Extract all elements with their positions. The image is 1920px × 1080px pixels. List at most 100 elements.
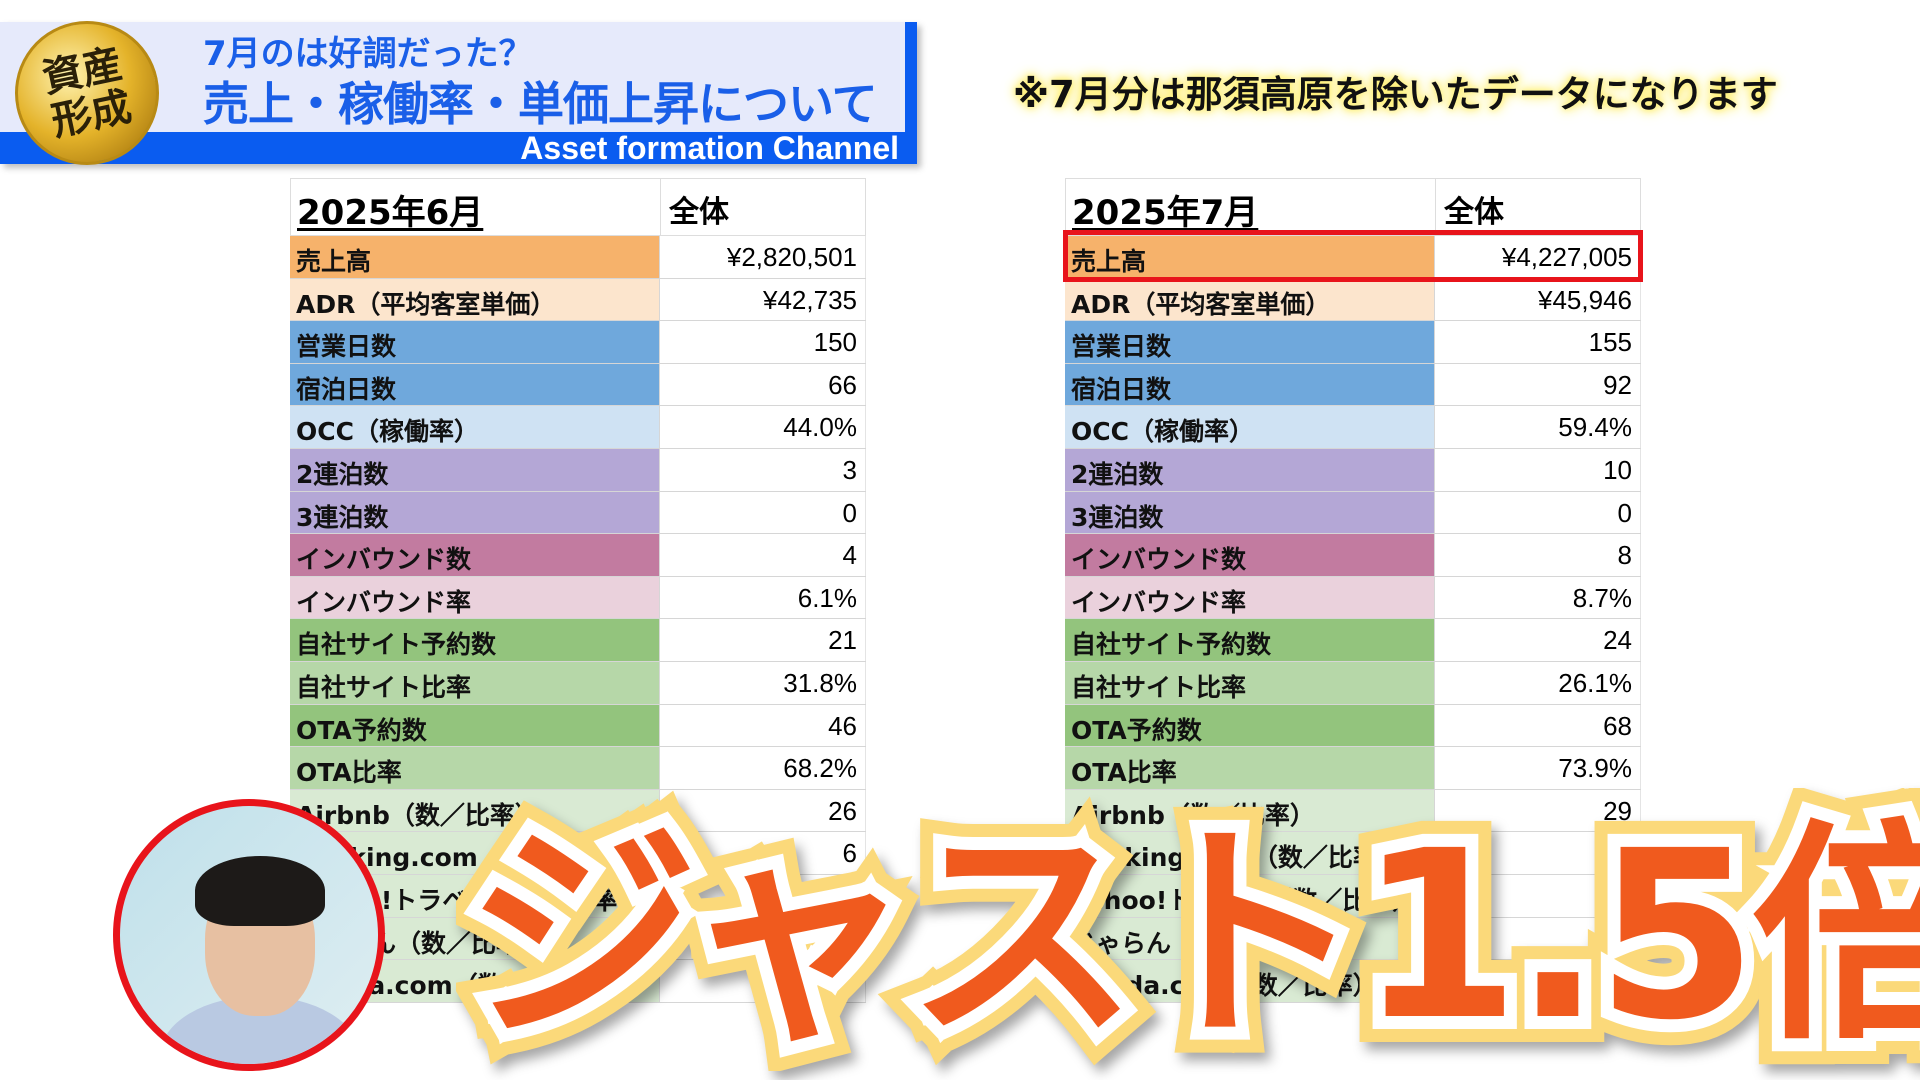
caption-outline-outer: ジャスト1.5倍 <box>440 794 1920 1078</box>
row-label: Yahoo!トラベル（数／比率） <box>1065 874 1434 917</box>
row-label: 自社サイト予約数 <box>1065 619 1434 661</box>
row-value <box>1434 832 1641 874</box>
caption-outline-inner: ジャスト1.5倍 <box>453 801 1920 1071</box>
row-label: 3連泊数 <box>290 491 659 534</box>
row-value: 29 <box>1434 789 1641 832</box>
note-text: ※7月分は那須高原を除いたデータになります <box>1013 73 1778 116</box>
banner-title-line2: 売上・稼働率・単価上昇について <box>203 77 878 131</box>
table-row: じゃらん（数／比率） <box>1065 917 1641 961</box>
table-row: Agoda.com（数／比率） <box>1065 960 1641 1003</box>
table-row: OTA比率 68.2% <box>290 747 866 790</box>
row-value: 68 <box>1434 704 1641 747</box>
table-row: ADR（平均客室単価） ¥45,946 <box>1065 278 1641 322</box>
row-value: ¥2,820,501 <box>659 236 866 278</box>
row-value: 8 <box>1434 534 1641 576</box>
banner-bar <box>0 132 917 164</box>
row-value <box>659 960 866 1002</box>
row-label: 営業日数 <box>1065 321 1434 363</box>
table-row: 自社サイト比率 26.1% <box>1065 661 1641 705</box>
row-value: 2 <box>659 917 866 960</box>
row-label: Agoda.com（数／比率） <box>1065 960 1434 1002</box>
table-header: 2025年6月 全体 <box>290 178 866 236</box>
row-value: 4 <box>659 534 866 576</box>
row-value <box>1434 917 1641 960</box>
table-row: 自社サイト予約数 21 <box>290 619 866 662</box>
column-header: 全体 <box>660 179 865 235</box>
row-value <box>659 874 866 917</box>
table-row: インバウンド率 8.7% <box>1065 576 1641 620</box>
row-value: ¥42,735 <box>659 278 866 321</box>
table-row: OCC（稼働率） 59.4% <box>1065 406 1641 449</box>
table-title: 2025年7月 <box>1072 193 1259 233</box>
row-label: OCC（稼働率） <box>1065 406 1434 448</box>
table-row: Airbnb（数／比率） 26 <box>290 789 866 833</box>
table-row: 売上高 ¥4,227,005 <box>1065 236 1641 279</box>
logo-text: 資産形成 <box>38 40 136 146</box>
banner-stripe <box>905 22 917 164</box>
row-label: Booking.com（数／比率） <box>1065 832 1434 874</box>
table-row: OTA予約数 68 <box>1065 704 1641 748</box>
channel-name: Asset formation Channel <box>520 130 899 166</box>
table-row: 自社サイト予約数 24 <box>1065 619 1641 662</box>
table-row: 売上高 ¥2,820,501 <box>290 236 866 279</box>
row-label: OTA比率 <box>290 747 659 789</box>
highlight-box <box>1063 230 1643 282</box>
row-value <box>1434 960 1641 1002</box>
row-value: 92 <box>1434 363 1641 406</box>
table-row: 営業日数 155 <box>1065 321 1641 364</box>
row-value: 46 <box>659 704 866 747</box>
table-title: 2025年6月 <box>297 193 484 233</box>
row-value: 10 <box>1434 448 1641 491</box>
table-row: OCC（稼働率） 44.0% <box>290 406 866 449</box>
row-value: 150 <box>659 321 866 363</box>
table-row: 自社サイト比率 31.8% <box>290 661 866 705</box>
table-row: 2連泊数 10 <box>1065 448 1641 492</box>
table-row: 宿泊日数 92 <box>1065 363 1641 407</box>
row-value: 21 <box>659 619 866 661</box>
row-value: 59.4% <box>1434 406 1641 448</box>
row-value: 3 <box>659 448 866 491</box>
row-value: ¥4,227,005 <box>1434 236 1641 278</box>
row-value: 0 <box>1434 491 1641 534</box>
row-label: 自社サイト比率 <box>290 661 659 704</box>
table-row: Booking.com（数／比率） <box>1065 832 1641 875</box>
row-label: 売上高 <box>290 236 659 278</box>
row-value: 68.2% <box>659 747 866 789</box>
table-row: インバウンド率 6.1% <box>290 576 866 620</box>
row-value: 24 <box>1434 619 1641 661</box>
row-label: ADR（平均客室単価） <box>290 278 659 321</box>
row-value: ¥45,946 <box>1434 278 1641 321</box>
row-label: インバウンド数 <box>1065 534 1434 576</box>
row-value: 155 <box>1434 321 1641 363</box>
row-label: Airbnb（数／比率） <box>1065 789 1434 832</box>
table-row: 営業日数 150 <box>290 321 866 364</box>
row-value: 31.8% <box>659 661 866 704</box>
table-row: OTA予約数 46 <box>290 704 866 748</box>
table-row: 宿泊日数 66 <box>290 363 866 407</box>
row-label: 宿泊日数 <box>290 363 659 406</box>
table-row: 2連泊数 3 <box>290 448 866 492</box>
row-label: インバウンド数 <box>290 534 659 576</box>
row-value: 44.0% <box>659 406 866 448</box>
row-value: 8.7% <box>1434 576 1641 619</box>
row-label: Airbnb（数／比率） <box>290 789 659 832</box>
column-header: 全体 <box>1435 179 1640 235</box>
row-value: 73.9% <box>1434 747 1641 789</box>
row-label: 2連泊数 <box>1065 448 1434 491</box>
row-label: OTA予約数 <box>1065 704 1434 747</box>
table-row: Airbnb（数／比率） 29 <box>1065 789 1641 833</box>
table-row: Yahoo!トラベル（数／比率） <box>1065 874 1641 918</box>
table-row: インバウンド数 8 <box>1065 534 1641 577</box>
row-value <box>1434 874 1641 917</box>
row-label: OTA予約数 <box>290 704 659 747</box>
table-row: ADR（平均客室単価） ¥42,735 <box>290 278 866 322</box>
row-label: OCC（稼働率） <box>290 406 659 448</box>
table-row: 3連泊数 0 <box>290 491 866 535</box>
hair <box>195 856 325 926</box>
row-label: インバウンド率 <box>1065 576 1434 619</box>
row-value: 0 <box>659 491 866 534</box>
table-july: 2025年7月 全体 売上高 ¥4,227,005 ADR（平均客室単価） ¥45,94… <box>1065 178 1641 1003</box>
table-row: 3連泊数 0 <box>1065 491 1641 535</box>
row-value: 6 <box>659 832 866 874</box>
row-label: 宿泊日数 <box>1065 363 1434 406</box>
